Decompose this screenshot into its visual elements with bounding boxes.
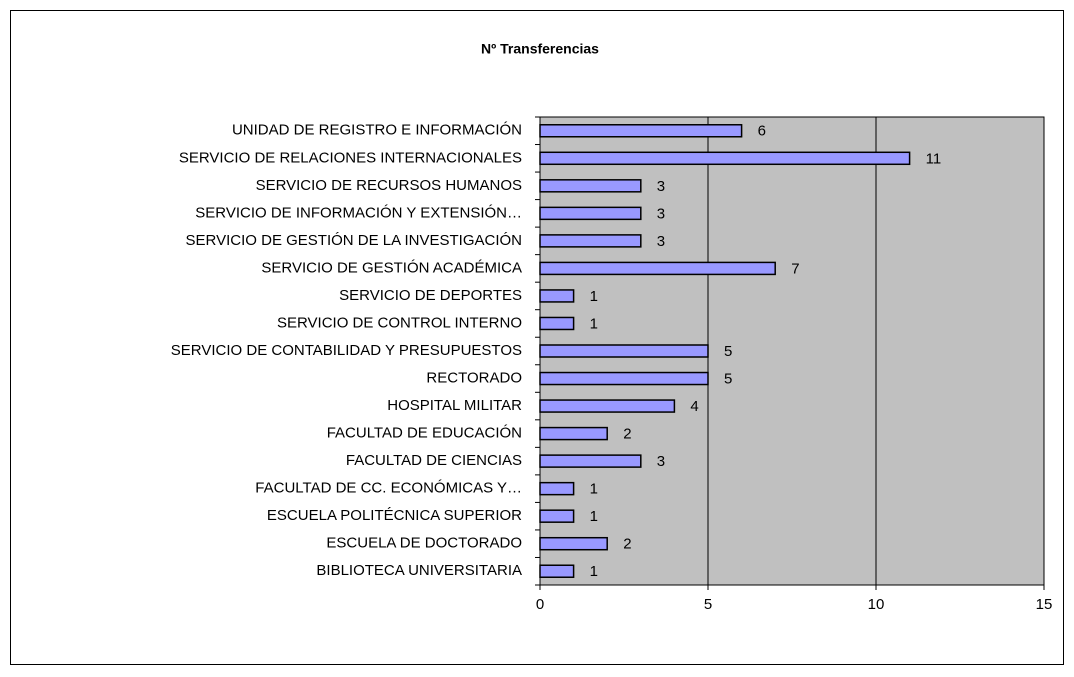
x-tick-label: 10 — [868, 596, 885, 613]
bar — [539, 261, 776, 276]
chart-title: Nº Transferencias — [481, 41, 599, 57]
x-tick-label: 0 — [536, 596, 544, 613]
value-label: 1 — [590, 481, 598, 498]
y-tick-label: UNIDAD DE REGISTRO E INFORMACIÓN — [232, 122, 522, 139]
y-tick-label: ESCUELA DE DOCTORADO — [326, 535, 522, 552]
y-tick-label: SERVICIO DE INFORMACIÓN Y EXTENSIÓN… — [195, 204, 522, 221]
bar — [539, 371, 709, 386]
value-label: 5 — [724, 370, 732, 387]
y-tick-label: FACULTAD DE CIENCIAS — [346, 452, 522, 469]
value-label: 3 — [657, 233, 665, 250]
value-label: 5 — [724, 343, 732, 360]
bar — [539, 564, 575, 578]
y-tick-label: FACULTAD DE CC. ECONÓMICAS Y… — [255, 480, 522, 497]
y-tick-label: RECTORADO — [426, 369, 522, 386]
y-tick-label: SERVICIO DE RELACIONES INTERNACIONALES — [179, 149, 522, 166]
value-label: 1 — [590, 563, 598, 580]
bar — [539, 151, 911, 166]
y-tick-label: SERVICIO DE DEPORTES — [339, 287, 522, 304]
y-tick-label: BIBLIOTECA UNIVERSITARIA — [316, 562, 522, 579]
value-label: 3 — [657, 178, 665, 195]
bar — [539, 124, 743, 138]
bar — [539, 316, 575, 331]
value-label: 2 — [623, 536, 631, 553]
bar — [539, 536, 608, 551]
value-label: 6 — [758, 123, 766, 140]
bar — [539, 289, 575, 303]
x-tick-label: 5 — [704, 596, 712, 613]
bar — [539, 509, 575, 523]
value-label: 7 — [791, 260, 799, 277]
value-label: 2 — [623, 426, 631, 443]
value-label: 3 — [657, 205, 665, 222]
x-tick-label: 15 — [1036, 596, 1053, 613]
bar — [539, 454, 642, 468]
value-label: 3 — [657, 453, 665, 470]
value-label: 1 — [590, 288, 598, 305]
y-tick-label: SERVICIO DE CONTROL INTERNO — [277, 314, 522, 331]
y-tick-label: SERVICIO DE GESTIÓN DE LA INVESTIGACIÓN — [186, 232, 522, 249]
y-tick-label: HOSPITAL MILITAR — [387, 397, 522, 414]
bar — [539, 481, 575, 496]
bar — [539, 344, 709, 358]
value-label: 11 — [926, 150, 942, 167]
y-tick-label: SERVICIO DE GESTIÓN ACADÉMICA — [261, 259, 522, 276]
bar — [539, 206, 642, 221]
y-tick-label: ESCUELA POLITÉCNICA SUPERIOR — [267, 507, 522, 524]
y-tick-label: SERVICIO DE CONTABILIDAD Y PRESUPUESTOS — [171, 342, 522, 359]
value-label: 1 — [590, 508, 598, 525]
value-label: 4 — [690, 398, 698, 415]
bar — [539, 234, 642, 248]
bar — [539, 399, 676, 413]
y-tick-label: FACULTAD DE EDUCACIÓN — [327, 425, 522, 442]
bar — [539, 179, 642, 193]
y-tick-label: SERVICIO DE RECURSOS HUMANOS — [256, 177, 522, 194]
value-label: 1 — [590, 315, 598, 332]
bar — [539, 426, 608, 441]
